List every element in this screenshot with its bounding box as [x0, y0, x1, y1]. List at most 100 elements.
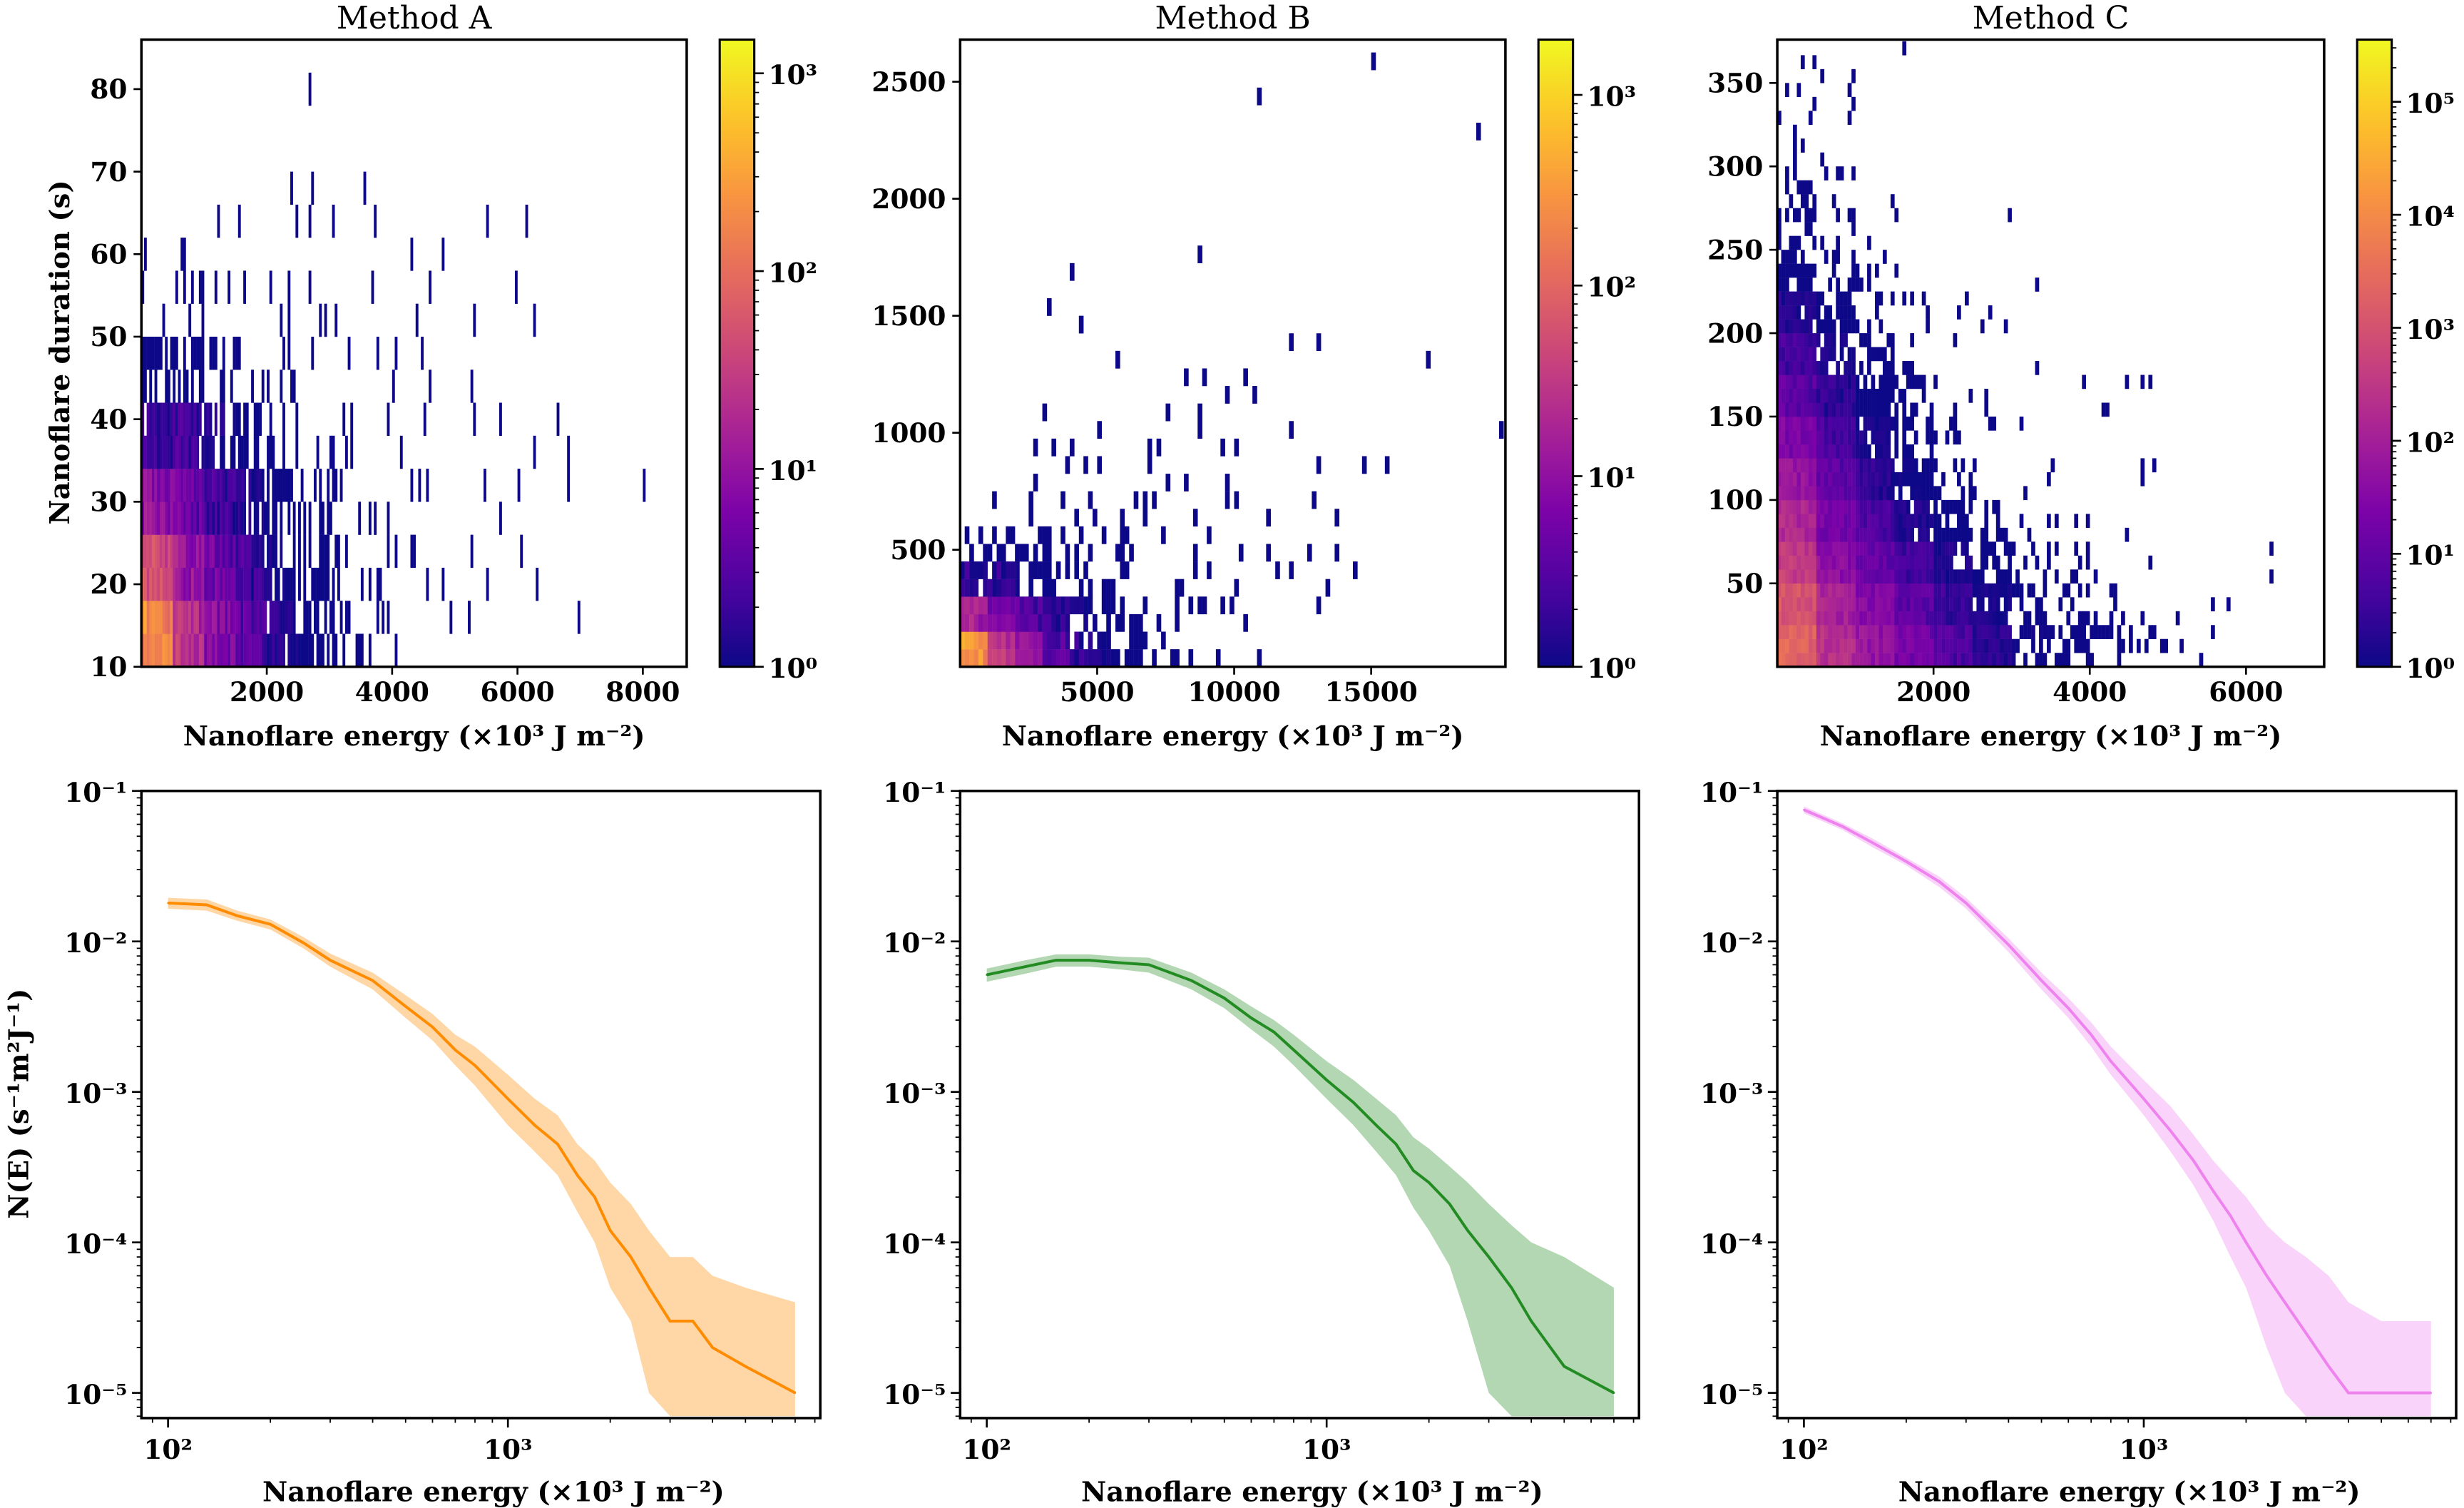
- heatmap-bin: [173, 633, 176, 667]
- data-point: [593, 1196, 596, 1198]
- heatmap-bin: [394, 336, 398, 370]
- heatmap-bin: [1898, 611, 1903, 626]
- heatmap-bin: [1796, 416, 1801, 431]
- heatmap-bin: [267, 633, 270, 667]
- heatmap-bin: [212, 567, 215, 601]
- heatmap-bin: [1839, 555, 1844, 570]
- heatmap-bin: [1812, 402, 1817, 417]
- heatmap-bin: [1937, 555, 1942, 570]
- heatmap-bin: [1957, 611, 1961, 626]
- heatmap-bin: [188, 501, 192, 535]
- heatmap-bin: [1781, 555, 1786, 570]
- heatmap-bin: [245, 402, 249, 437]
- heatmap-bin: [1844, 653, 1848, 667]
- heatmap-cells: [960, 52, 1504, 667]
- heatmap-bin: [1851, 68, 1856, 83]
- heatmap-bin: [1871, 486, 1876, 501]
- heatmap-bin: [1836, 472, 1840, 486]
- heatmap-bin: [1926, 499, 1930, 514]
- heatmap-bin: [1055, 596, 1061, 615]
- heatmap-bin: [1006, 631, 1011, 650]
- heatmap-bin: [332, 435, 335, 469]
- heatmap-bin: [253, 601, 257, 634]
- heatmap-bin: [1847, 444, 1852, 459]
- heatmap-bin: [1871, 347, 1876, 362]
- heatmap-bin: [2066, 638, 2071, 653]
- heatmap-bin: [374, 501, 377, 535]
- heatmap-bin: [987, 613, 993, 632]
- heatmap-bin: [167, 633, 170, 667]
- heatmap-bin: [141, 501, 145, 535]
- heatmap-bin: [1777, 653, 1781, 667]
- heatmap-bin: [1812, 263, 1817, 278]
- heatmap-bin: [185, 601, 189, 634]
- heatmap-bin: [1816, 499, 1821, 514]
- heatmap-bin: [217, 633, 220, 667]
- heatmap-bin: [1933, 541, 1938, 556]
- heatmap-bin: [1937, 541, 1942, 556]
- heatmap-bin: [1949, 597, 1953, 611]
- heatmap-bin: [1828, 653, 1832, 667]
- data-point: [2169, 1130, 2172, 1132]
- heatmap-bin: [1913, 569, 1918, 584]
- heatmap-bin: [1046, 631, 1052, 650]
- heatmap-bin: [1812, 638, 1817, 653]
- heatmap-bin: [1038, 649, 1043, 667]
- heatmap-bin: [2008, 653, 2012, 667]
- heatmap-bin: [1785, 472, 1789, 486]
- heatmap-bin: [1847, 111, 1852, 126]
- heatmap-bin: [992, 649, 997, 667]
- heatmap-bin: [1831, 541, 1836, 556]
- heatmap-bin: [1836, 277, 1840, 292]
- data-point: [711, 1346, 714, 1349]
- heatmap-bin: [2164, 638, 2169, 653]
- heatmap-bin: [198, 501, 202, 535]
- heatmap-bin: [1875, 597, 1879, 611]
- heatmap-bin: [1976, 611, 1981, 626]
- heatmap-bin: [1878, 486, 1883, 501]
- heatmap-bin: [1933, 514, 1938, 529]
- heatmap-bin: [319, 534, 322, 569]
- data-point: [630, 1255, 632, 1258]
- heatmap-bin: [162, 567, 165, 601]
- heatmap-bin: [1949, 499, 1953, 514]
- heatmap-bin: [165, 567, 168, 601]
- heatmap-bin: [1863, 499, 1868, 514]
- heatmap-bin: [2047, 541, 2051, 556]
- heatmap-bin: [1972, 583, 1977, 598]
- heatmap-bin: [1106, 631, 1111, 650]
- heatmap-bin: [1793, 291, 1797, 306]
- heatmap-bin: [1949, 569, 1953, 584]
- heatmap-bin: [1828, 319, 1832, 334]
- heatmap-bin: [1831, 430, 1836, 445]
- heatmap-bin: [1961, 611, 1965, 626]
- heatmap-bin: [1785, 291, 1789, 306]
- heatmap-bin: [1042, 579, 1048, 597]
- heatmap-bin: [1019, 631, 1025, 650]
- heatmap-bin: [230, 567, 233, 601]
- heatmap-bin: [2003, 638, 2008, 653]
- heatmap-bin: [1820, 402, 1825, 417]
- heatmap-bin: [2062, 653, 2067, 667]
- heatmap-bin: [146, 567, 150, 601]
- heatmap-bin: [1867, 347, 1871, 362]
- heatmap-bin: [167, 402, 170, 437]
- heatmap-bin: [1863, 486, 1868, 501]
- heatmap-bin: [1871, 625, 1876, 639]
- heatmap-bin: [1824, 458, 1829, 473]
- data-point: [1466, 1229, 1469, 1232]
- heatmap-bin: [282, 567, 285, 601]
- heatmap-bin: [973, 579, 979, 597]
- heatmap-bin: [1929, 514, 1934, 529]
- heatmap-bin: [1152, 649, 1157, 667]
- heatmap-bin: [183, 370, 186, 403]
- heatmap-bin: [567, 435, 571, 469]
- data-point: [506, 1098, 509, 1100]
- heatmap-bin: [1046, 596, 1052, 615]
- colorbar-tick-label: 10⁵: [2406, 88, 2454, 119]
- heatmap-bin: [350, 435, 354, 469]
- heatmap-bin: [1855, 527, 1860, 542]
- heatmap-bin: [1839, 527, 1844, 542]
- data-point: [1905, 860, 1908, 862]
